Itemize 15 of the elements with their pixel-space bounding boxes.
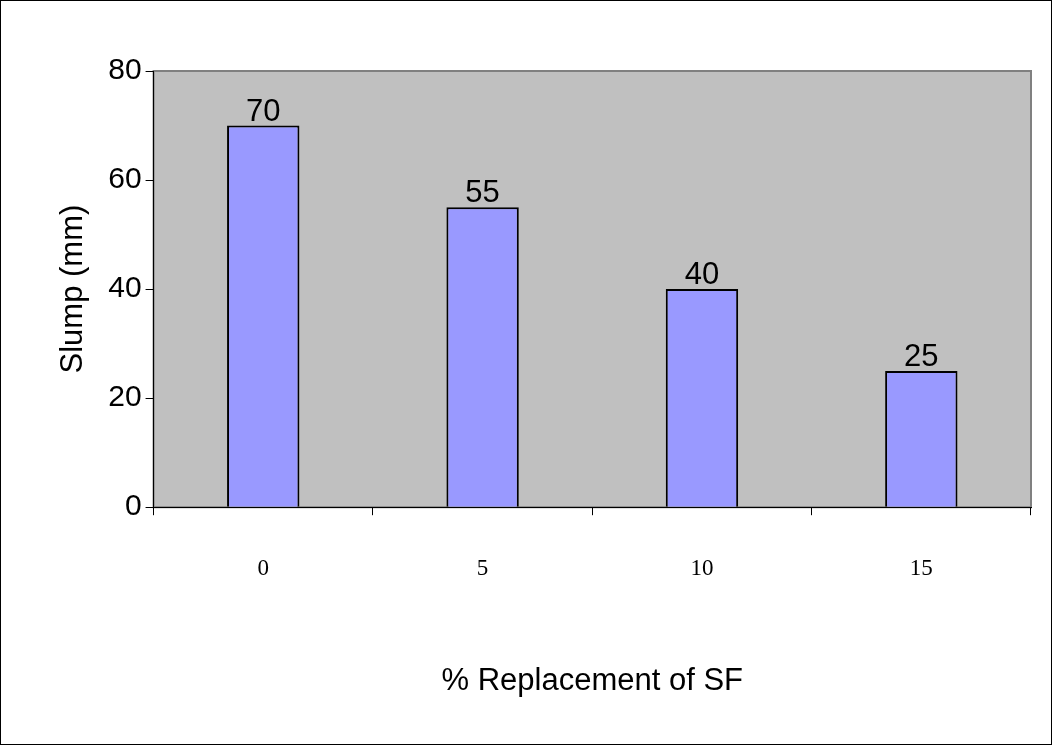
y-tick-label: 80 [108, 52, 142, 86]
y-tick-label: 20 [108, 379, 142, 413]
data-label: 40 [684, 256, 720, 292]
data-label: 55 [465, 174, 500, 210]
x-axis-title: % Replacement of SF [441, 661, 744, 697]
y-tick-label: 60 [108, 161, 142, 195]
data-label: 70 [246, 92, 281, 128]
data-label: 25 [904, 337, 939, 373]
x-tick-label: 0 [257, 555, 269, 581]
y-tick-label: 0 [124, 488, 142, 522]
x-tick-label: 10 [690, 555, 714, 581]
y-tick-label: 40 [108, 270, 142, 304]
y-axis-title: Slump (mm) [54, 204, 90, 374]
x-tick-label: 5 [476, 555, 489, 581]
x-tick-label: 15 [909, 555, 933, 581]
